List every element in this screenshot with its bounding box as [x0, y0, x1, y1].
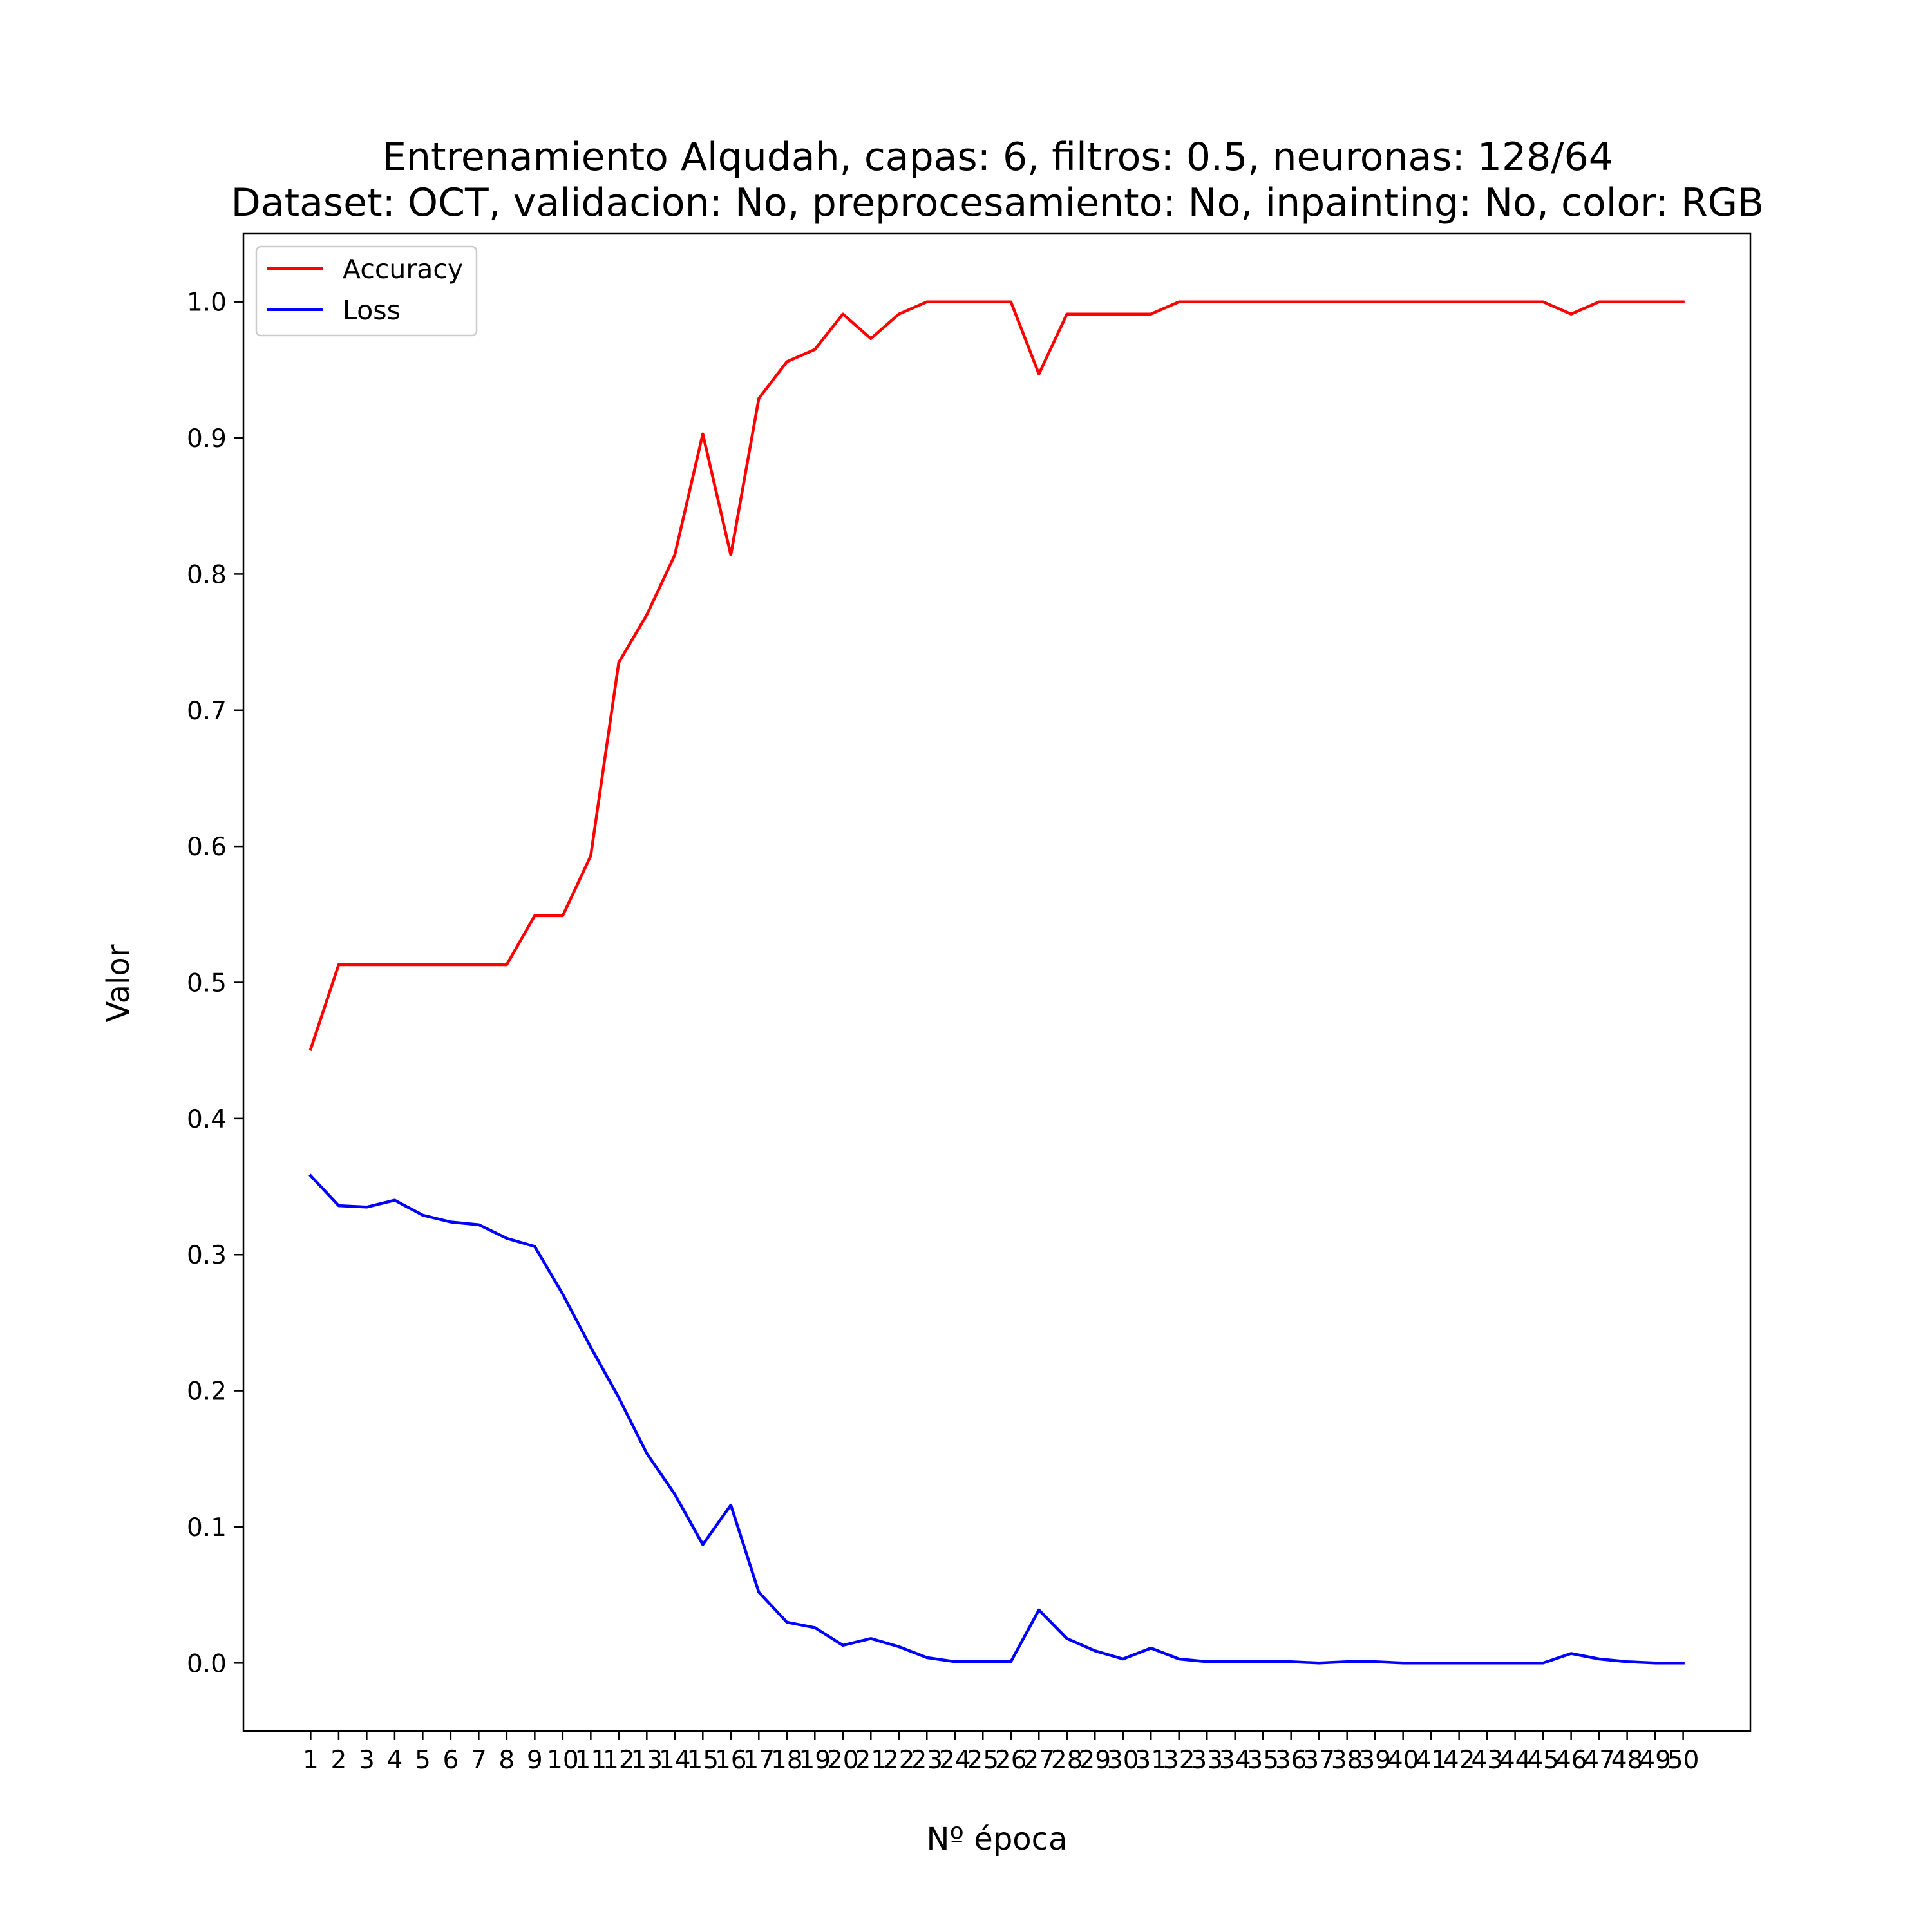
x-tick-label: 10 — [547, 1746, 579, 1775]
chart-subtitle: Dataset: OCT, validacion: No, preprocesa… — [231, 180, 1765, 225]
x-tick-label: 39 — [1359, 1746, 1391, 1775]
x-tick-label: 23 — [911, 1746, 943, 1775]
y-tick-label: 0.7 — [187, 697, 227, 726]
x-tick-label: 34 — [1219, 1746, 1251, 1775]
x-tick-label: 27 — [1023, 1746, 1055, 1775]
plot-frame — [242, 232, 1752, 1732]
y-tick-label: 0.3 — [187, 1241, 227, 1270]
y-tick-label: 0.9 — [187, 424, 227, 453]
y-tick-label: 0.8 — [187, 560, 227, 589]
x-axis-label: Nº época — [927, 1821, 1068, 1857]
x-tick-label: 45 — [1527, 1746, 1559, 1775]
y-tick-label: 0.1 — [187, 1513, 227, 1542]
x-tick-label: 28 — [1051, 1746, 1083, 1775]
x-tick-label: 21 — [855, 1746, 887, 1775]
x-tick-label: 17 — [743, 1746, 775, 1775]
legend-label-loss: Loss — [343, 295, 401, 326]
x-tick-label: 50 — [1667, 1746, 1700, 1775]
y-tick-label: 0.4 — [187, 1105, 227, 1134]
x-tick-label: 36 — [1275, 1746, 1307, 1775]
x-tick-label: 25 — [967, 1746, 999, 1775]
series-line-loss — [308, 1173, 1685, 1665]
x-tick-label: 29 — [1079, 1746, 1111, 1775]
legend-label-accuracy: Accuracy — [343, 254, 463, 285]
y-tick-label: 0.0 — [187, 1649, 227, 1678]
x-tick-label: 31 — [1135, 1746, 1167, 1775]
x-tick-label: 24 — [939, 1746, 971, 1775]
x-tick-label: 8 — [498, 1746, 515, 1775]
x-tick-label: 18 — [771, 1746, 803, 1775]
x-tick-label: 42 — [1443, 1746, 1475, 1775]
series-line-accuracy — [308, 300, 1685, 1051]
y-tick-label: 0.5 — [187, 969, 227, 998]
x-tick-label: 48 — [1611, 1746, 1643, 1775]
series-lines — [308, 300, 1685, 1665]
x-tick-label: 2 — [330, 1746, 346, 1775]
x-tick-label: 3 — [359, 1746, 375, 1775]
x-tick-label: 7 — [471, 1746, 487, 1775]
x-tick-label: 5 — [415, 1746, 431, 1775]
x-tick-label: 38 — [1331, 1746, 1363, 1775]
x-tick-label: 22 — [883, 1746, 915, 1775]
x-tick-label: 20 — [827, 1746, 859, 1775]
x-tick-label: 44 — [1499, 1746, 1531, 1775]
x-tick-label: 1 — [303, 1746, 319, 1775]
x-tick-label: 15 — [687, 1746, 719, 1775]
x-axis-ticks: 1 2 3 4 5 6 7 8 9 1011121314151617181920212223242… — [303, 1731, 1699, 1775]
x-tick-label: 46 — [1555, 1746, 1587, 1775]
legend: Accuracy Loss — [255, 245, 478, 337]
y-axis-ticks: 0.0 0.1 0.2 0.3 0.4 0.5 0.6 0.7 0.8 0.9 1.0 — [187, 289, 243, 1678]
x-tick-label: 47 — [1583, 1746, 1615, 1775]
x-tick-label: 6 — [442, 1746, 459, 1775]
y-axis-label: Valor — [100, 944, 137, 1022]
x-tick-label: 41 — [1415, 1746, 1447, 1775]
x-tick-label: 19 — [799, 1746, 831, 1775]
x-tick-label: 32 — [1163, 1746, 1195, 1775]
x-tick-label: 49 — [1639, 1746, 1671, 1775]
x-tick-label: 12 — [603, 1746, 635, 1775]
x-tick-label: 40 — [1387, 1746, 1419, 1775]
x-tick-label: 13 — [630, 1746, 663, 1775]
x-tick-label: 30 — [1107, 1746, 1139, 1775]
x-tick-label: 4 — [386, 1746, 402, 1775]
x-tick-label: 43 — [1471, 1746, 1503, 1775]
x-tick-label: 16 — [715, 1746, 747, 1775]
y-tick-label: 0.6 — [187, 833, 227, 862]
x-tick-label: 35 — [1247, 1746, 1279, 1775]
x-tick-label: 14 — [659, 1746, 691, 1775]
x-tick-label: 37 — [1303, 1746, 1335, 1775]
y-tick-label: 1.0 — [187, 289, 227, 317]
x-tick-label: 11 — [575, 1746, 607, 1775]
x-tick-label: 33 — [1191, 1746, 1223, 1775]
y-tick-label: 0.2 — [187, 1378, 227, 1406]
chart-title: Entrenamiento Alqudah, capas: 6, filtros… — [382, 135, 1613, 180]
x-tick-label: 9 — [527, 1746, 543, 1775]
x-tick-label: 26 — [995, 1746, 1027, 1775]
